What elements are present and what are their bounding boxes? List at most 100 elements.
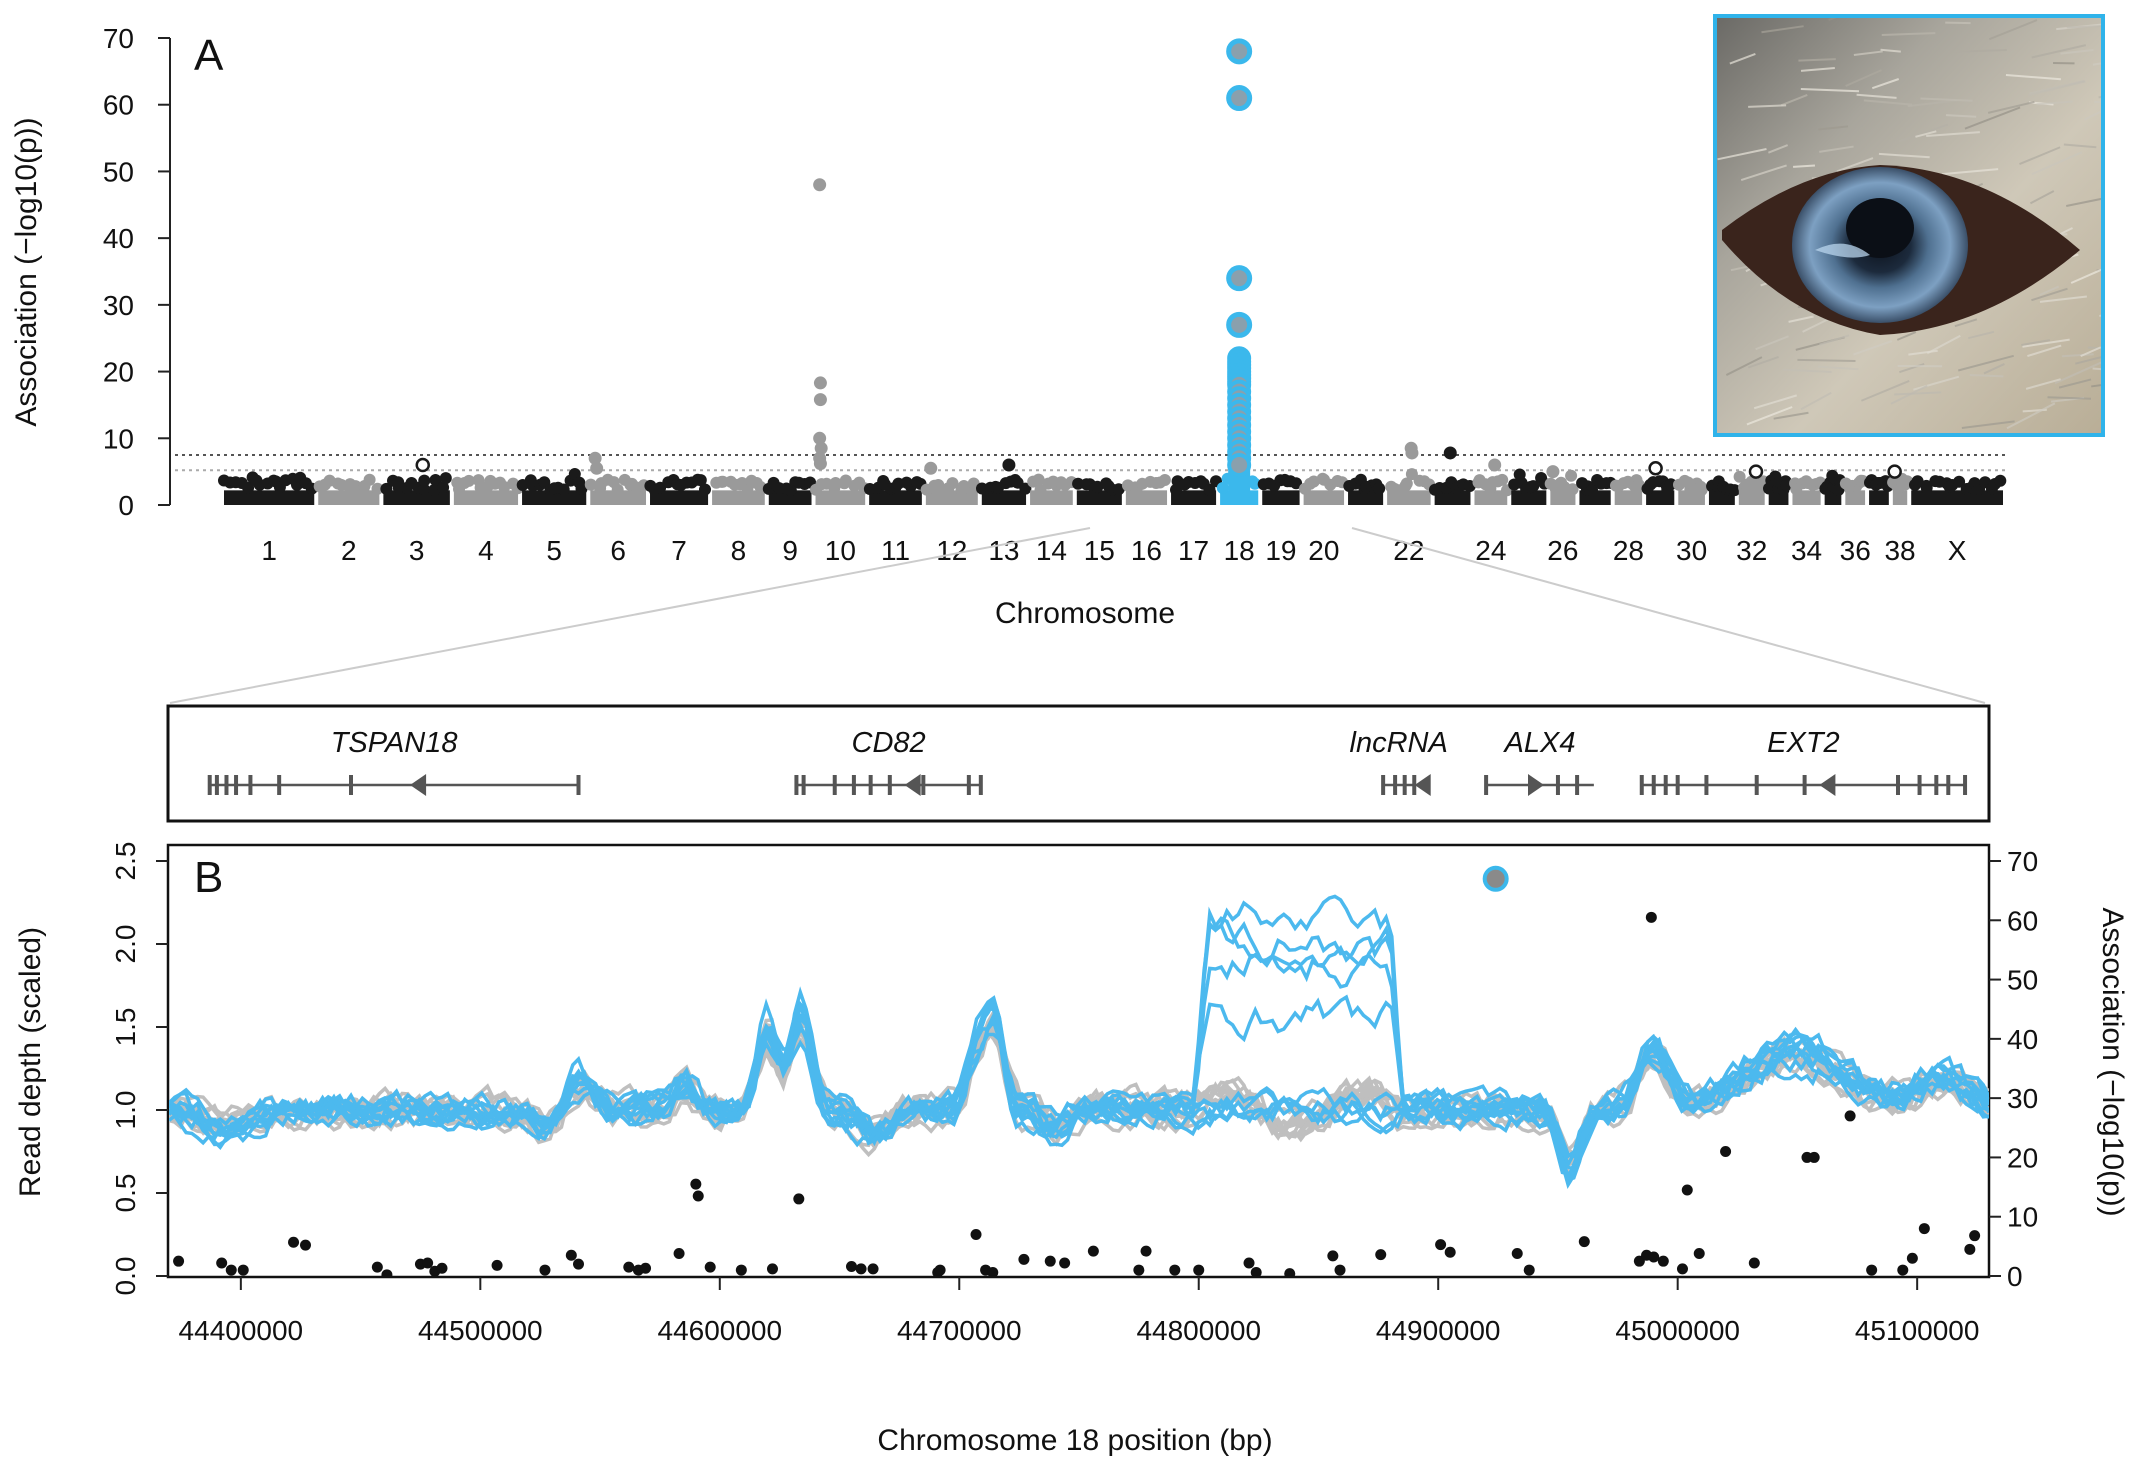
association-point	[1748, 1257, 1760, 1269]
fur-stroke	[2058, 378, 2092, 389]
chromosome-tick-label: 5	[546, 535, 562, 566]
data-point	[1565, 469, 1578, 482]
gene-exon	[1402, 775, 1407, 795]
chromosome-tick-label: 2	[341, 535, 357, 566]
fur-stroke	[1871, 78, 1900, 90]
chromosome-tick-label: 4	[478, 535, 494, 566]
panel-a-label: A	[194, 31, 224, 80]
chr18-circled-point	[1226, 85, 1253, 112]
fur-stroke	[1845, 69, 1882, 87]
chromosome-point-bands	[218, 468, 2007, 505]
y-tick-label: 40	[103, 223, 134, 254]
association-point	[216, 1257, 228, 1269]
data-point	[371, 482, 384, 495]
x-tick-label: 44900000	[1376, 1315, 1501, 1346]
fur-stroke	[2061, 353, 2094, 358]
gene-CD82: CD82	[794, 727, 983, 796]
chromosome-band-22	[1385, 468, 1436, 505]
fur-stroke	[2094, 100, 2101, 104]
right-tick-label: 40	[2007, 1024, 2038, 1055]
association-point	[1681, 1184, 1693, 1196]
data-point	[590, 461, 604, 475]
fur-stroke	[2092, 367, 2101, 371]
fur-stroke	[1890, 384, 1928, 405]
association-point	[491, 1259, 503, 1271]
chromosome-band-35	[1819, 469, 1846, 505]
x-tick-label: 44500000	[418, 1315, 543, 1346]
fur-stroke	[1988, 19, 2038, 41]
fur-stroke	[1880, 48, 1901, 53]
data-point	[588, 451, 602, 465]
band-base	[1348, 490, 1384, 505]
band-base	[453, 490, 519, 505]
data-point	[380, 482, 393, 495]
fur-stroke	[1853, 340, 1893, 356]
gene-exon	[1963, 775, 1968, 795]
association-point	[1133, 1264, 1145, 1276]
chromosome-band-12	[920, 477, 980, 505]
open-data-point	[1887, 464, 1902, 479]
gene-ALX4: ALX4	[1484, 727, 1594, 796]
fur-stroke	[1819, 334, 1850, 346]
gene-label: TSPAN18	[331, 727, 458, 759]
chromosome-band-5	[516, 468, 588, 505]
zoom-line-right	[1351, 527, 1986, 704]
fur-stroke	[2006, 402, 2056, 430]
association-point	[1844, 1110, 1856, 1122]
band-base	[712, 490, 765, 505]
data-point	[437, 481, 450, 494]
chromosome-band-X	[1909, 474, 2007, 505]
fur-stroke	[2063, 143, 2097, 149]
chromosome-band-10	[810, 474, 871, 505]
blue-sample-line	[169, 906, 1989, 1185]
x-tick-label: 44400000	[179, 1315, 304, 1346]
data-point	[694, 474, 707, 487]
open-data-point	[415, 457, 431, 473]
gene-exon	[1393, 775, 1398, 795]
chromosome-tick-label: 8	[731, 535, 747, 566]
y-tick-label: 60	[103, 90, 134, 121]
data-point	[417, 483, 430, 496]
panel-a-y-label: Association (−log10(p))	[10, 117, 43, 426]
panel-b-x-ticks: 44400000 44500000 44600000 44700000 44800000…	[179, 1277, 1980, 1346]
data-point	[1566, 483, 1579, 496]
chromosome-tick-label: 34	[1791, 535, 1822, 566]
association-point	[1087, 1245, 1099, 1257]
gene-label: CD82	[852, 727, 926, 759]
chromosome-tick-label: 12	[936, 535, 967, 566]
chromosome-band-3	[380, 472, 452, 505]
fur-stroke	[1853, 50, 1883, 56]
fur-stroke	[2031, 151, 2083, 176]
association-point	[1018, 1253, 1030, 1265]
chromosome-tick-label: 1	[261, 535, 277, 566]
chromosome-band-27	[1576, 474, 1617, 505]
chromosome-tick-label: 15	[1084, 535, 1115, 566]
chromosome-band-23	[1429, 476, 1476, 505]
band-base	[1171, 490, 1217, 505]
gene-label: EXT2	[1767, 727, 1840, 759]
read-depth-blue-lines	[169, 894, 1989, 1190]
chr18-circled-point	[1226, 265, 1253, 292]
association-point	[1866, 1264, 1878, 1276]
gene-exon	[851, 775, 856, 795]
fur-stroke	[1987, 100, 2035, 114]
association-point	[1375, 1249, 1387, 1261]
data-point	[1203, 483, 1216, 496]
association-point	[1720, 1146, 1732, 1157]
fur-stroke	[1957, 354, 2014, 372]
association-point	[1284, 1268, 1296, 1276]
band-base	[650, 490, 709, 505]
data-point	[439, 472, 452, 485]
x-tick-label: 45100000	[1855, 1315, 1980, 1346]
gene-exon	[1651, 775, 1656, 795]
gene-exon	[832, 775, 837, 795]
data-point	[1443, 446, 1457, 460]
fur-stroke	[1954, 318, 1978, 328]
association-point	[623, 1261, 635, 1273]
data-point	[429, 474, 442, 486]
gene-exon	[1381, 775, 1386, 795]
data-point	[1400, 477, 1413, 490]
fur-stroke	[1964, 106, 2021, 130]
chr18-data-point	[1227, 452, 1252, 477]
association-point	[539, 1264, 551, 1276]
